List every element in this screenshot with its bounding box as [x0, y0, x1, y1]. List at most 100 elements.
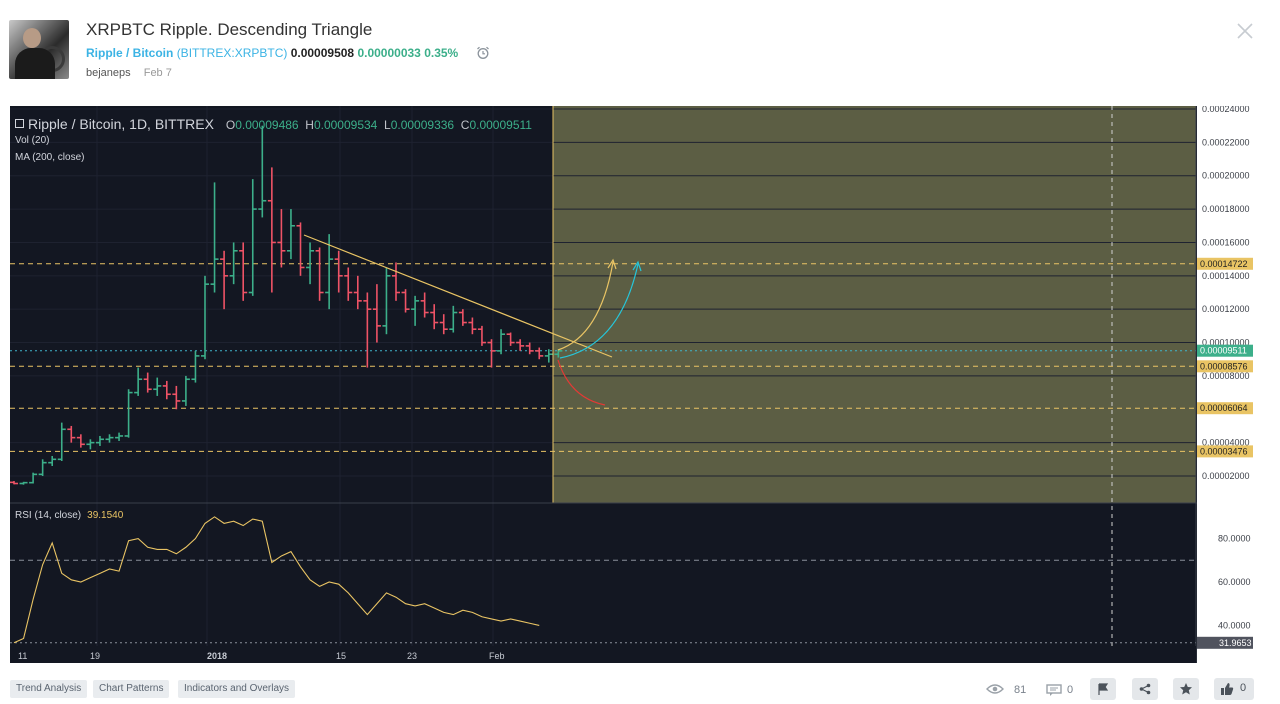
time-axis-background — [10, 646, 1196, 663]
price-change: 0.00000033 — [357, 46, 421, 60]
ohlc-l-label: L — [384, 118, 391, 132]
candle — [315, 247, 324, 301]
favorite-button[interactable] — [1173, 678, 1199, 700]
author-line: bejaneps Feb 7 — [86, 67, 172, 79]
candle — [458, 309, 467, 326]
candle — [220, 250, 229, 310]
ma-indicator-label[interactable]: MA (200, close) — [15, 152, 85, 163]
rsi-current-value: 39.1540 — [87, 510, 124, 521]
candle — [344, 267, 353, 301]
price-level-value: 0.00009511 — [1200, 346, 1247, 356]
comment-icon[interactable] — [1046, 684, 1062, 696]
idea-title: XRPBTC Ripple. Descending Triangle — [86, 20, 373, 39]
candle — [76, 434, 85, 448]
report-button[interactable] — [1090, 678, 1116, 700]
candle — [334, 250, 343, 293]
price-tick-label: 0.00016000 — [1202, 237, 1250, 247]
candle — [439, 314, 448, 335]
author-name[interactable]: bejaneps — [86, 67, 131, 79]
share-button[interactable] — [1132, 678, 1158, 700]
candle — [544, 349, 553, 363]
volume-indicator-label[interactable]: Vol (20) — [15, 135, 50, 146]
forecast-arrow-yellow — [607, 258, 617, 270]
price-tick-label: 0.00008000 — [1202, 371, 1250, 381]
price-tick-label: 0.00010000 — [1202, 338, 1250, 348]
rsi-pane — [10, 516, 1196, 648]
candle — [420, 292, 429, 318]
price-level-tag — [1197, 445, 1253, 458]
price-tick-label: 0.00020000 — [1202, 171, 1250, 181]
price-chart[interactable]: 0.00024000 0.00022000 0.00020000 0.00018000… — [10, 106, 1257, 663]
candle — [181, 375, 190, 406]
candle — [105, 434, 114, 443]
candle — [277, 209, 286, 268]
candle — [372, 284, 381, 343]
price-tick-label: 0.00004000 — [1202, 438, 1250, 448]
legend-title: Ripple / Bitcoin, 1D, BITTREX — [28, 116, 214, 132]
candle — [554, 349, 563, 358]
candle — [267, 167, 276, 293]
author-avatar[interactable] — [9, 20, 69, 79]
exchange-ticker[interactable]: (BITTREX:XRPBTC) — [176, 46, 288, 60]
candle — [210, 182, 219, 293]
forecast-arc-cyan — [559, 263, 639, 359]
candle — [449, 305, 458, 333]
price-tick-label: 0.00002000 — [1202, 471, 1250, 481]
forecast-arc-yellow — [557, 261, 614, 351]
candle — [115, 432, 124, 441]
collapse-icon[interactable] — [15, 119, 24, 128]
forecast-arrow-cyan — [632, 260, 642, 272]
avatar-head — [23, 28, 41, 48]
rsi-marker-tag — [1197, 636, 1253, 649]
publish-date: Feb 7 — [143, 67, 172, 79]
close-icon[interactable] — [1236, 22, 1254, 40]
candle — [57, 422, 66, 461]
chart-grid — [10, 106, 1196, 663]
price-level-value: 0.00003476 — [1200, 446, 1248, 456]
time-tick-label: 23 — [407, 651, 417, 661]
candle — [506, 332, 515, 346]
views-count: 81 — [1014, 684, 1027, 696]
ohlc-low: 0.00009336 — [390, 118, 455, 132]
candle — [162, 380, 171, 400]
candles — [10, 125, 563, 485]
ohlc-high: 0.00009534 — [313, 118, 378, 132]
time-axis[interactable]: 11 19 2018 15 23 Feb — [10, 646, 1196, 663]
candle — [468, 317, 477, 335]
price-tick-label: 0.00022000 — [1202, 137, 1250, 147]
candle — [535, 347, 544, 360]
candle — [411, 295, 420, 326]
candle — [143, 372, 152, 393]
rsi-line — [13, 516, 540, 644]
alarm-clock-icon[interactable] — [476, 46, 490, 60]
symbol-price: 0.00009508 — [290, 46, 355, 60]
tag-indicators-overlays[interactable]: Indicators and Overlays — [178, 680, 296, 698]
candle — [497, 329, 506, 355]
time-tick-label: 11 — [18, 651, 27, 661]
price-tick-label: 0.00012000 — [1202, 304, 1250, 314]
rsi-tick-label: 80.0000 — [1218, 534, 1251, 544]
price-axis[interactable]: 0.00024000 0.00022000 0.00020000 0.00018000… — [1197, 106, 1257, 663]
candle — [239, 242, 248, 301]
price-level-tag — [1197, 257, 1253, 270]
tag-trend-analysis[interactable]: Trend Analysis — [10, 680, 88, 698]
ohlc-c-label: C — [460, 118, 470, 132]
candle — [201, 275, 209, 360]
candle — [363, 292, 372, 368]
candle — [19, 481, 28, 485]
likes-count: 0 — [1240, 682, 1247, 694]
chart-legend: Ripple / Bitcoin, 1D, BITTREX O0.0000948… — [15, 116, 532, 132]
tag-chart-patterns[interactable]: Chart Patterns — [93, 680, 170, 698]
flag-icon — [1098, 683, 1109, 695]
rsi-label-text: RSI (14, close) — [15, 510, 82, 521]
candle — [430, 304, 439, 330]
candle — [48, 455, 57, 466]
time-tick-label: 15 — [336, 651, 346, 661]
candle — [67, 425, 76, 443]
candle — [172, 385, 181, 410]
candle — [29, 472, 38, 484]
candle — [248, 179, 257, 296]
like-button[interactable]: 0 — [1214, 678, 1254, 700]
rsi-indicator-label[interactable]: RSI (14, close) 39.1540 — [15, 510, 123, 521]
symbol-link[interactable]: Ripple / Bitcoin — [86, 46, 174, 60]
